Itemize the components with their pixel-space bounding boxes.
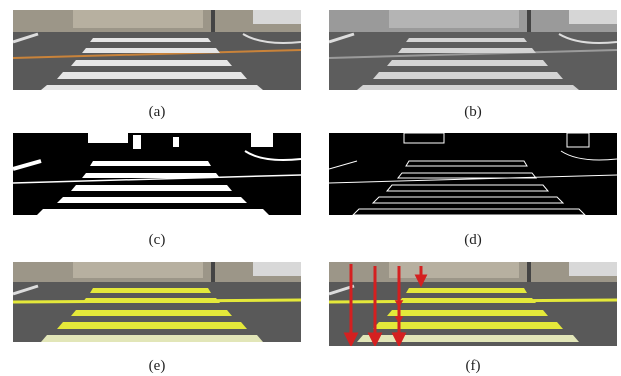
caption-e: (e) <box>148 358 166 374</box>
panel-c-image <box>13 133 301 215</box>
panel-e-image <box>13 262 301 342</box>
caption-d: (d) <box>464 232 482 248</box>
panel-a-image <box>13 10 301 90</box>
caption-b: (b) <box>464 104 482 120</box>
caption-c: (c) <box>148 232 166 248</box>
panel-b-image <box>329 10 617 90</box>
panel-f-image <box>329 262 617 346</box>
panel-d-image <box>329 133 617 215</box>
caption-f: (f) <box>465 358 481 374</box>
caption-a: (a) <box>148 104 166 120</box>
